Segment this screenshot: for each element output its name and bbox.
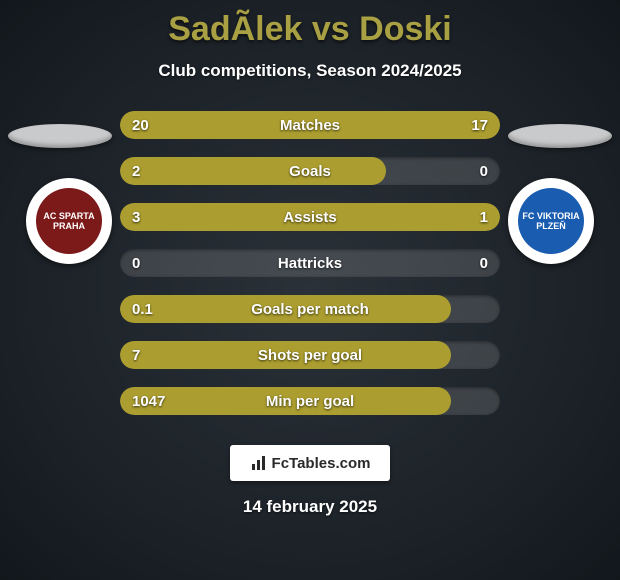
footer-logo-text: FcTables.com	[272, 455, 371, 472]
footer-logo: FcTables.com	[230, 445, 390, 481]
stat-row: 1047Min per goal	[120, 387, 500, 415]
stat-label: Goals	[120, 157, 500, 185]
crest-right: FC VIKTORIA PLZEŇ	[508, 178, 594, 264]
stat-row: 7Shots per goal	[120, 341, 500, 369]
stats-chart: 2017Matches 20Goals 31Assists 00Hattricks 0.…	[120, 111, 500, 415]
chart-icon	[250, 454, 268, 472]
stat-row: 0.1Goals per match	[120, 295, 500, 323]
crest-left: AC SPARTA PRAHA	[26, 178, 112, 264]
stat-label: Min per goal	[120, 387, 500, 415]
player-marker-right	[508, 124, 612, 148]
stat-label: Hattricks	[120, 249, 500, 277]
stat-label: Goals per match	[120, 295, 500, 323]
stat-label: Shots per goal	[120, 341, 500, 369]
footer-date: 14 february 2025	[0, 497, 620, 517]
crest-left-label: AC SPARTA PRAHA	[36, 188, 102, 254]
page-title: SadÃ­lek vs Doski	[0, 0, 620, 49]
stat-row: 31Assists	[120, 203, 500, 231]
stat-row: 20Goals	[120, 157, 500, 185]
subtitle: Club competitions, Season 2024/2025	[0, 61, 620, 81]
stat-row: 2017Matches	[120, 111, 500, 139]
stat-row: 00Hattricks	[120, 249, 500, 277]
stat-label: Assists	[120, 203, 500, 231]
stat-label: Matches	[120, 111, 500, 139]
crest-right-label: FC VIKTORIA PLZEŇ	[518, 188, 584, 254]
player-marker-left	[8, 124, 112, 148]
